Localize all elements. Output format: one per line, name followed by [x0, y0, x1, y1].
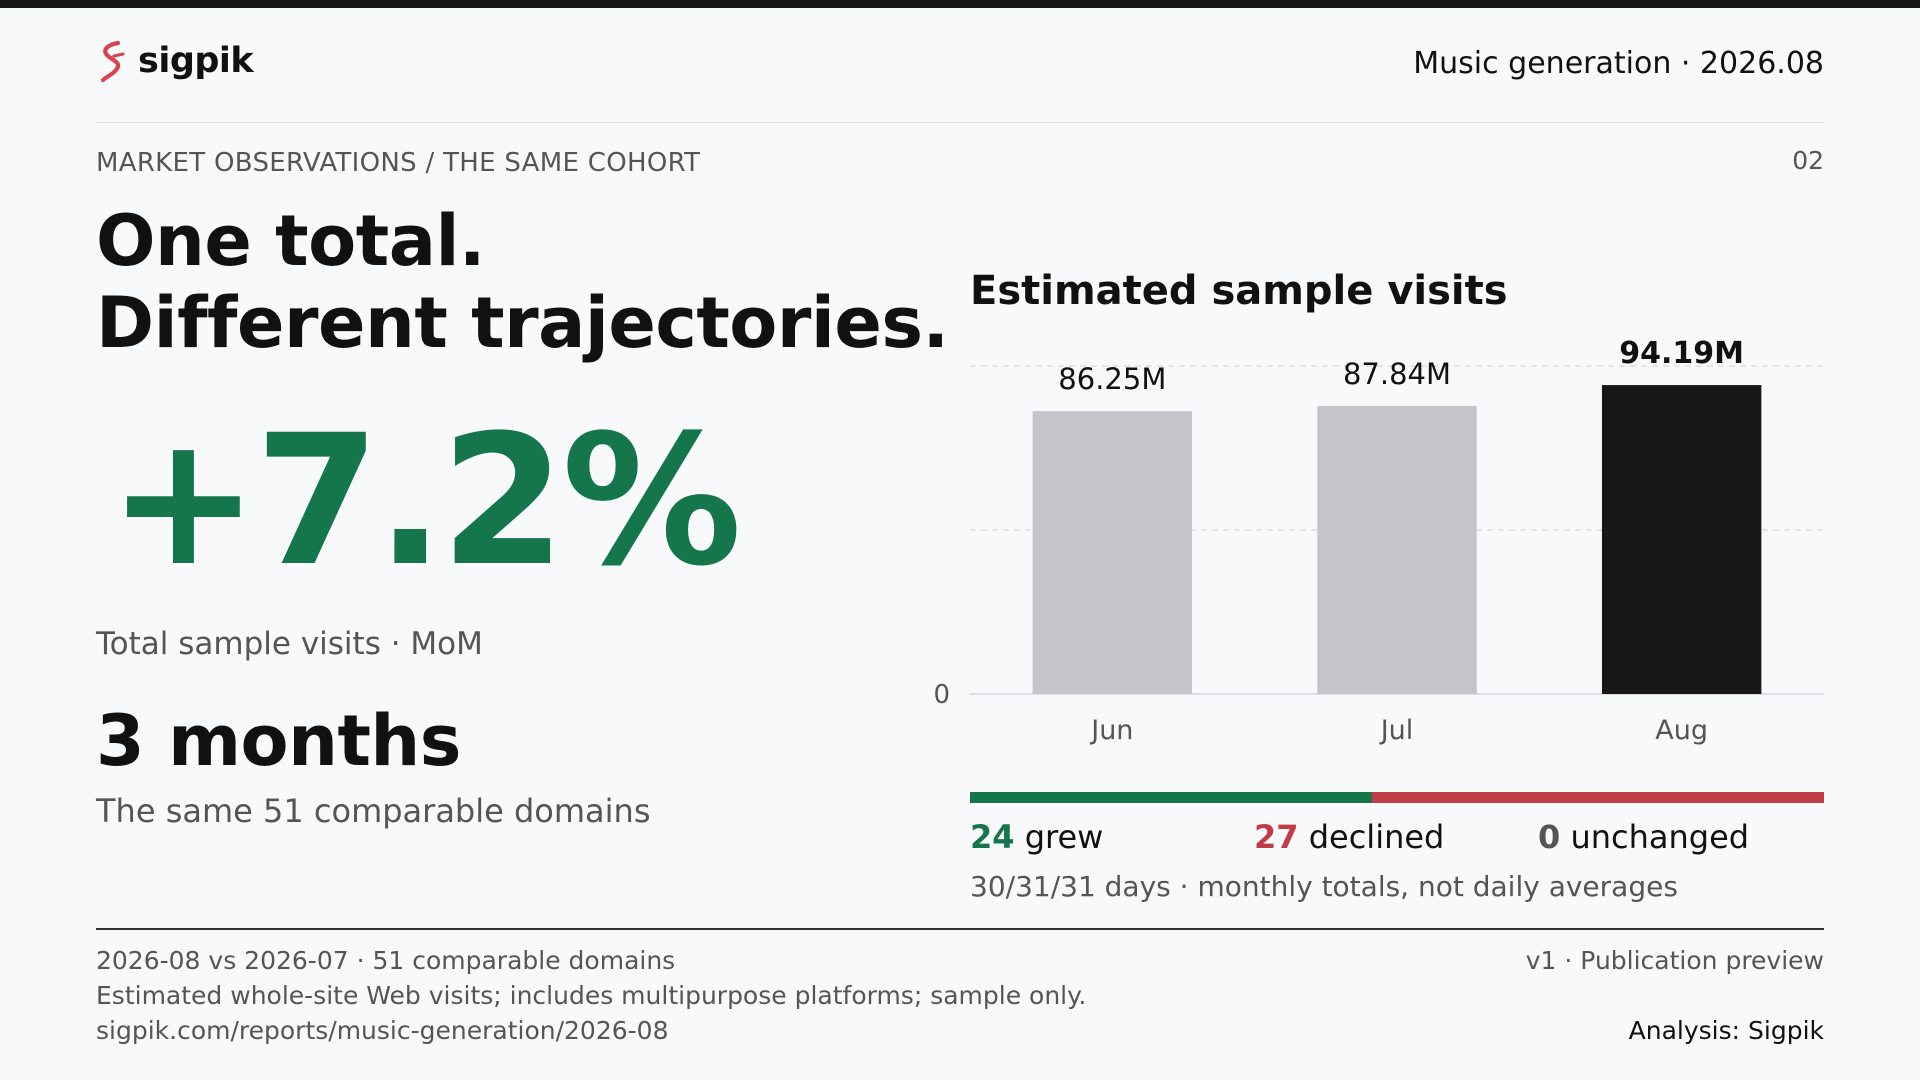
- split-segment-declined: [1371, 792, 1824, 803]
- split-segment-grew: [970, 792, 1372, 803]
- bar-value-label: 87.84M: [1343, 357, 1451, 391]
- footer-methodology: Estimated whole-site Web visits; include…: [96, 981, 1087, 1010]
- footer-url[interactable]: sigpik.com/reports/music-generation/2026…: [96, 1016, 669, 1045]
- declined-count: 27: [1254, 818, 1299, 856]
- direction-split-bar: [970, 792, 1824, 803]
- brand-name: sigpik: [138, 41, 254, 81]
- stat-declined: 27 declined: [1254, 818, 1444, 856]
- title-line-1: One total.: [96, 200, 486, 282]
- days-note: 30/31/31 days · monthly totals, not dail…: [970, 870, 1678, 903]
- footer-comparison: 2026-08 vs 2026-07 · 51 comparable domai…: [96, 946, 676, 975]
- mom-change-value: +7.2%: [108, 397, 742, 606]
- x-tick-label: Aug: [1655, 715, 1708, 746]
- mom-change-label: Total sample visits · MoM: [96, 626, 483, 662]
- section-kicker: MARKET OBSERVATIONS / THE SAME COHORT: [96, 148, 701, 178]
- x-tick-label: Jun: [1089, 715, 1133, 746]
- page-number: 02: [1792, 146, 1824, 175]
- period-value: 3 months: [96, 700, 461, 782]
- bar-jun: [1032, 411, 1193, 694]
- bar-aug: [1601, 385, 1762, 694]
- y-tick-label: 0: [933, 680, 950, 710]
- brand-logo[interactable]: sigpik: [96, 38, 254, 84]
- bar-jul: [1317, 405, 1477, 694]
- bar-value-label: 94.19M: [1619, 336, 1744, 371]
- grew-label: grew: [1024, 818, 1104, 856]
- top-bar: [0, 0, 1920, 8]
- report-topic: Music generation · 2026.08: [1413, 46, 1824, 81]
- stat-grew: 24 grew: [970, 818, 1103, 856]
- sigpik-logo-icon: [100, 40, 125, 83]
- grew-count: 24: [970, 818, 1015, 856]
- unchanged-count: 0: [1538, 818, 1561, 856]
- footer-analysis: Analysis: Sigpik: [1628, 1016, 1824, 1045]
- title-line-2: Different trajectories.: [96, 282, 949, 364]
- footer-divider: [96, 928, 1824, 930]
- unchanged-label: unchanged: [1570, 818, 1750, 856]
- visits-bar-chart: 0 86.25M Jun 87.84M Jul 94.19M Aug: [933, 336, 1824, 746]
- declined-label: declined: [1308, 818, 1445, 856]
- period-subtitle: The same 51 comparable domains: [96, 792, 651, 830]
- stat-unchanged: 0 unchanged: [1538, 818, 1749, 856]
- x-tick-label: Jul: [1379, 715, 1414, 746]
- header-divider: [96, 122, 1824, 123]
- bar-value-label: 86.25M: [1058, 362, 1166, 396]
- chart-title: Estimated sample visits: [970, 268, 1508, 314]
- page-title: One total. Different trajectories.: [96, 200, 949, 364]
- footer-version: v1 · Publication preview: [1525, 946, 1824, 975]
